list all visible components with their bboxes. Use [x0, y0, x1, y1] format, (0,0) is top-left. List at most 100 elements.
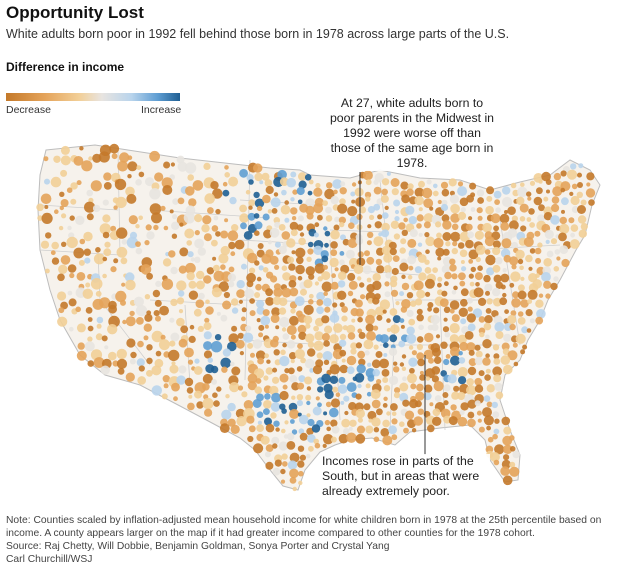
county-dot: [178, 365, 187, 374]
county-dot: [168, 250, 176, 258]
county-dot: [73, 156, 84, 166]
county-dot: [356, 425, 366, 434]
county-dot: [466, 342, 476, 352]
county-dot: [538, 179, 543, 184]
county-dot: [308, 293, 314, 299]
county-dot: [125, 186, 135, 197]
county-dot: [246, 280, 254, 288]
county-dot: [346, 355, 357, 366]
county-dot: [252, 399, 262, 408]
county-dot: [404, 410, 415, 420]
county-dot: [264, 451, 271, 458]
county-dot: [402, 399, 410, 407]
county-dot: [290, 419, 295, 424]
county-dot: [307, 241, 314, 248]
county-dot: [227, 402, 236, 412]
county-dot: [255, 283, 262, 291]
county-dot: [153, 310, 160, 317]
county-dot: [351, 182, 357, 187]
county-dot: [442, 248, 450, 256]
county-dot: [203, 233, 212, 242]
county-dot: [510, 182, 517, 189]
county-dot: [443, 358, 450, 366]
county-dot: [184, 347, 194, 358]
county-dot: [507, 228, 518, 238]
county-dot: [493, 459, 500, 466]
county-dot: [577, 215, 587, 224]
county-dot: [135, 247, 143, 255]
county-dot: [125, 279, 136, 291]
county-dot: [273, 287, 283, 298]
county-dot: [215, 208, 221, 215]
county-dot: [212, 188, 223, 199]
county-dot: [184, 162, 197, 174]
county-dot: [311, 424, 321, 433]
county-dot: [161, 278, 174, 290]
county-dot: [333, 323, 343, 333]
county-dot: [344, 410, 349, 416]
county-dot: [355, 342, 362, 349]
county-dot: [433, 183, 438, 189]
county-dot: [351, 199, 356, 204]
county-dot: [96, 316, 104, 324]
county-dot: [224, 165, 229, 170]
county-dot: [146, 370, 153, 377]
county-dot: [286, 177, 297, 188]
county-dot: [367, 298, 374, 304]
county-dot: [413, 416, 424, 426]
county-dot: [458, 272, 466, 281]
county-dot: [281, 265, 288, 272]
county-dot: [381, 222, 390, 232]
county-dot: [372, 369, 380, 377]
county-dot: [503, 426, 512, 435]
county-dot: [339, 221, 345, 228]
county-dot: [577, 182, 583, 188]
county-dot: [390, 280, 398, 288]
county-dot: [184, 377, 194, 387]
county-dot: [87, 360, 95, 367]
county-dot: [401, 229, 408, 236]
county-dot: [347, 272, 356, 281]
county-dot: [449, 190, 455, 196]
county-dot: [338, 384, 348, 394]
county-dot: [211, 379, 218, 385]
county-dot: [559, 223, 570, 234]
county-dot: [450, 404, 457, 411]
county-dot: [449, 334, 459, 344]
county-dot: [424, 384, 433, 393]
county-dot: [278, 297, 288, 307]
county-dot: [236, 416, 247, 427]
border-plains-east: [244, 159, 251, 381]
county-dot: [172, 214, 178, 220]
county-dot: [415, 298, 423, 306]
county-dot: [553, 276, 559, 282]
county-dot: [350, 348, 357, 355]
county-dot: [356, 257, 366, 267]
county-dot: [486, 384, 495, 393]
county-dot: [407, 183, 414, 190]
county-dot: [257, 420, 262, 425]
county-dot: [68, 298, 77, 307]
county-dot: [281, 287, 292, 298]
county-dot: [458, 357, 466, 364]
county-dot: [279, 177, 289, 187]
county-dot: [503, 444, 513, 454]
county-dot: [188, 290, 199, 300]
county-dot: [511, 298, 521, 308]
county-dot: [453, 385, 460, 392]
county-dot: [263, 400, 272, 409]
county-dot: [194, 358, 200, 364]
county-dot: [196, 270, 205, 280]
county-dot: [239, 168, 249, 178]
county-dot: [117, 160, 128, 172]
county-dot: [289, 221, 299, 231]
county-dot: [303, 304, 314, 315]
county-dot: [274, 241, 281, 248]
county-dot: [520, 182, 525, 187]
county-dot: [76, 350, 87, 361]
county-dot: [85, 282, 91, 288]
county-dot: [431, 366, 441, 375]
county-dot: [468, 249, 479, 260]
county-dot: [247, 252, 258, 264]
county-dot: [298, 237, 306, 246]
